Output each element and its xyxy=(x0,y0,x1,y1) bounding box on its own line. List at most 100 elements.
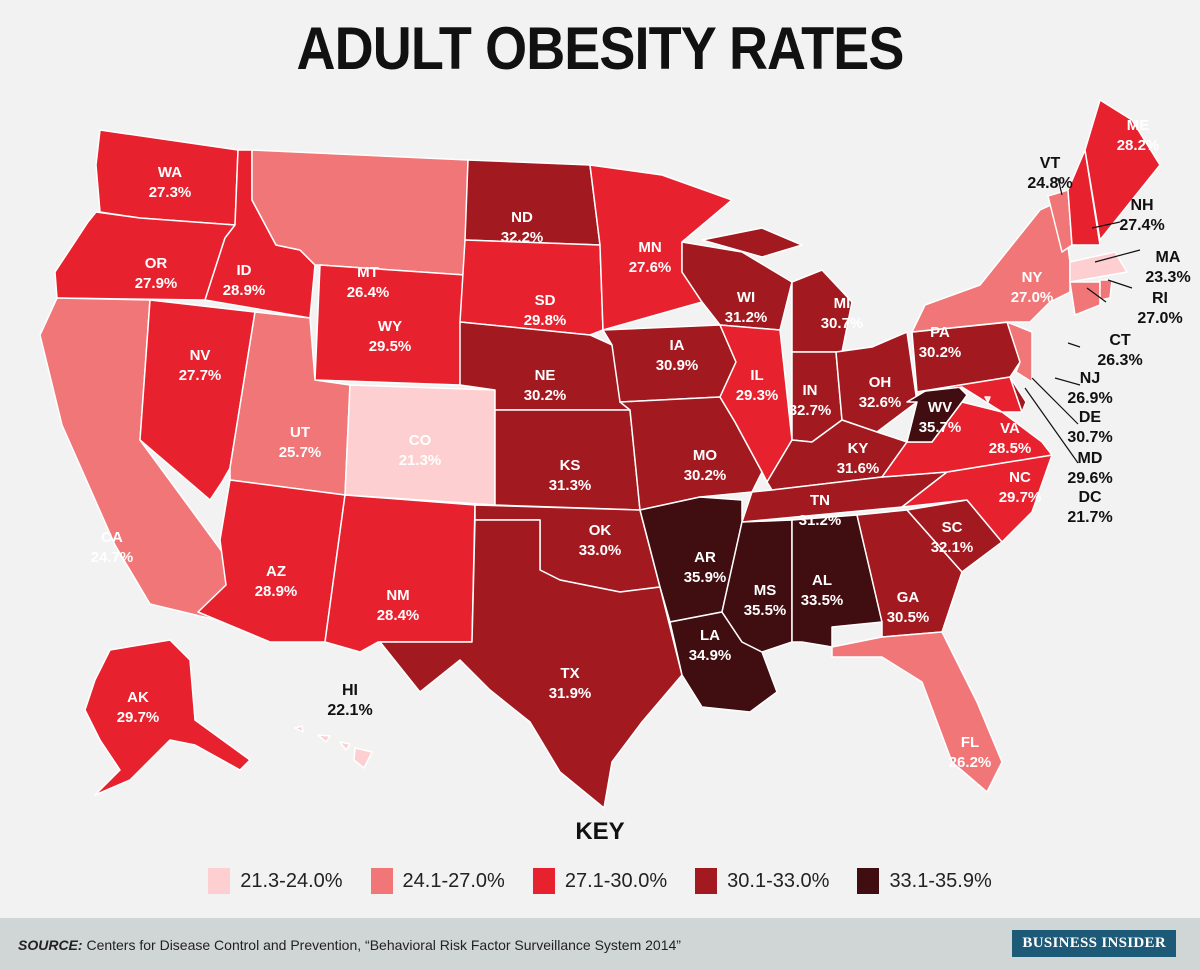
legend-label: 21.3-24.0% xyxy=(240,869,343,892)
state-hi xyxy=(294,725,304,733)
state-code-label: NJ xyxy=(1080,370,1100,387)
state-mi xyxy=(701,227,803,258)
state-nm xyxy=(324,494,476,653)
state-value-label: 27.0% xyxy=(1137,310,1182,327)
state-code-label: PA xyxy=(930,324,950,341)
state-code-label: WV xyxy=(928,399,952,416)
leader-line-ri xyxy=(1107,279,1133,289)
leader-line-ma xyxy=(1094,249,1141,263)
leader-line-nj xyxy=(1067,342,1081,348)
state-value-label: 28.9% xyxy=(255,583,298,600)
state-value-label: 26.2% xyxy=(949,754,992,771)
state-code-label: CO xyxy=(409,432,432,449)
legend: 21.3-24.0% 24.1-27.0% 27.1-30.0% 30.1-33… xyxy=(0,868,1200,894)
state-value-label: 23.3% xyxy=(1145,269,1190,286)
legend-swatch xyxy=(532,868,555,894)
state-code-label: IA xyxy=(670,337,685,354)
state-code-label: OR xyxy=(145,255,168,272)
state-code-label: IN xyxy=(803,382,818,399)
leader-line-nh xyxy=(1091,221,1121,229)
state-value-label: 30.2% xyxy=(919,344,962,361)
state-code-label: AK xyxy=(127,689,149,706)
state-value-label: 31.2% xyxy=(799,512,842,529)
state-value-label: 31.9% xyxy=(549,685,592,702)
state-code-label: MN xyxy=(638,239,661,256)
legend-label: 30.1-33.0% xyxy=(727,869,830,892)
state-value-label: 25.7% xyxy=(279,444,322,461)
state-code-label: SD xyxy=(535,292,556,309)
state-md xyxy=(916,376,1023,413)
state-code-label: RI xyxy=(1152,290,1168,307)
state-code-label: ID xyxy=(237,262,252,279)
state-code-label: OH xyxy=(869,374,892,391)
state-code-label: DC xyxy=(1078,489,1102,506)
state-value-label: 32.1% xyxy=(931,539,974,556)
state-nj xyxy=(1006,321,1033,383)
state-code-label: MT xyxy=(357,264,379,281)
page-title: ADULT OBESITY RATES xyxy=(296,15,905,82)
state-code-label: TX xyxy=(560,665,579,682)
state-value-label: 27.4% xyxy=(1119,217,1164,234)
state-value-label: 29.3% xyxy=(736,387,779,404)
legend-swatch xyxy=(695,868,718,894)
state-value-label: 28.9% xyxy=(223,282,266,299)
state-code-label: KS xyxy=(560,457,581,474)
state-code-label: MS xyxy=(754,582,777,599)
state-value-label: 31.2% xyxy=(725,309,768,326)
state-code-label: AL xyxy=(812,572,832,589)
state-me xyxy=(1084,99,1161,241)
state-value-label: 34.9% xyxy=(689,647,732,664)
state-code-label: AZ xyxy=(266,563,286,580)
state-value-label: 31.6% xyxy=(837,460,880,477)
state-value-label: 30.2% xyxy=(524,387,567,404)
state-code-label: WI xyxy=(737,289,755,306)
state-value-label: 35.7% xyxy=(919,419,962,436)
state-value-label: 30.9% xyxy=(656,357,699,374)
state-value-label: 27.3% xyxy=(149,184,192,201)
footer: SOURCE: Centers for Disease Control and … xyxy=(0,918,1200,970)
state-value-label: 32.6% xyxy=(859,394,902,411)
state-code-label: MD xyxy=(1078,450,1103,467)
state-code-label: KY xyxy=(848,440,869,457)
state-code-label: HI xyxy=(342,682,358,699)
state-ma xyxy=(1069,251,1128,283)
legend-label: 27.1-30.0% xyxy=(564,869,668,892)
state-value-label: 30.7% xyxy=(1067,429,1112,446)
state-value-label: 29.8% xyxy=(524,312,567,329)
state-code-label: NV xyxy=(190,347,211,364)
source-label: SOURCE: xyxy=(18,937,83,953)
state-tx xyxy=(379,519,683,809)
state-value-label: 26.9% xyxy=(1067,390,1112,407)
state-value-label: 35.5% xyxy=(744,602,787,619)
state-code-label: MA xyxy=(1156,249,1181,266)
state-code-label: NY xyxy=(1022,269,1043,286)
state-value-label: 27.0% xyxy=(1011,289,1054,306)
state-de xyxy=(1009,376,1027,413)
state-code-label: IL xyxy=(750,367,763,384)
state-value-label: 30.7% xyxy=(821,315,864,332)
state-value-label: 35.9% xyxy=(684,569,727,586)
state-value-label: 32.7% xyxy=(789,402,832,419)
legend-swatch xyxy=(370,868,393,894)
state-code-label: NE xyxy=(535,367,556,384)
state-value-label: 28.5% xyxy=(989,440,1032,457)
state-value-label: 27.9% xyxy=(135,275,178,292)
us-choropleth-map: WA 27.3% OR 27.9% CA 24.7% NV 27.7% ID 28.9% MT 26.… xyxy=(39,99,1191,809)
state-code-label: WY xyxy=(378,318,402,335)
state-code-label: AR xyxy=(694,549,716,566)
state-code-label: CT xyxy=(1109,332,1131,349)
legend-item: 30.1-33.0% xyxy=(695,868,829,894)
state-code-label: MO xyxy=(693,447,717,464)
state-value-label: 27.7% xyxy=(179,367,222,384)
business-insider-logo: BUSINESS INSIDER xyxy=(1012,930,1176,957)
state-hi xyxy=(339,741,351,751)
state-value-label: 26.3% xyxy=(1097,352,1142,369)
state-value-label: 21.3% xyxy=(399,452,442,469)
legend-swatch xyxy=(208,868,231,894)
state-code-label: UT xyxy=(290,424,310,441)
state-hi xyxy=(353,747,373,769)
state-value-label: 29.7% xyxy=(999,489,1042,506)
state-code-label: VA xyxy=(1000,420,1020,437)
leader-line-md xyxy=(1031,377,1079,425)
state-code-label: DE xyxy=(1079,409,1102,426)
